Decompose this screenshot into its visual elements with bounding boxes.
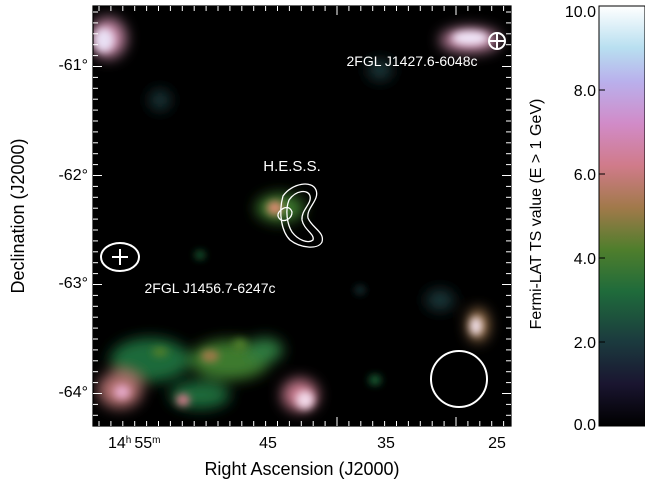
hess-contours — [277, 183, 324, 248]
axis-ticks — [93, 6, 511, 426]
colorbar-tick-label: 10.0 — [565, 4, 596, 21]
x-tick-label: 14h 55m — [108, 435, 161, 453]
y-tick-label: -63° — [58, 275, 88, 292]
colorbar-tick-label: 4.0 — [574, 251, 596, 268]
y-tick-label: -62° — [58, 167, 88, 184]
colorbar-tick-label: 8.0 — [574, 83, 596, 100]
colorbar-tick-label: 2.0 — [574, 335, 596, 352]
y-tick-label: -64° — [58, 384, 88, 401]
ts-map-image — [92, 5, 512, 427]
x-tick-label: 25 — [488, 435, 506, 452]
colorbar: 10.0 8.0 6.0 4.0 2.0 0.0 Fermi-LAT TS va… — [528, 4, 645, 434]
colorbar-tick-label: 0.0 — [574, 417, 596, 434]
map-frame — [92, 5, 512, 427]
x-axis-title: Right Ascension (J2000) — [204, 459, 399, 479]
colorbar-gradient — [598, 5, 645, 427]
source-marker-upper-right — [488, 32, 506, 50]
x-tick-label: 45 — [259, 435, 277, 452]
colorbar-ticks — [599, 89, 605, 343]
x-tick-label: 35 — [377, 435, 395, 452]
y-axis-title: Declination (J2000) — [8, 138, 28, 293]
source-label-upper-right: 2FGL J1427.6-6048c — [346, 53, 477, 69]
colorbar-tick-label: 6.0 — [574, 167, 596, 184]
hess-label: H.E.S.S. — [263, 158, 321, 175]
psf-circle — [430, 350, 488, 408]
source-marker-left — [100, 242, 140, 272]
colorbar-title: Fermi-LAT TS value (E > 1 GeV) — [528, 99, 545, 330]
bright-sources — [94, 28, 488, 409]
source-label-left: 2FGL J1456.7-6247c — [144, 280, 275, 296]
y-tick-label: -61° — [58, 57, 88, 74]
